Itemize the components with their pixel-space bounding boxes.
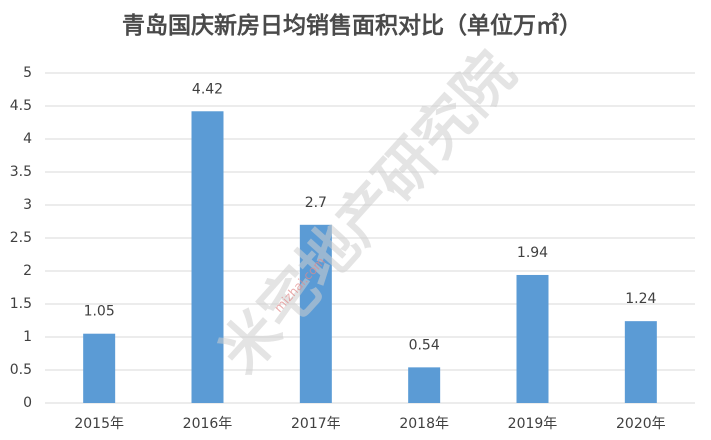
y-tick-label: 1.5 xyxy=(10,296,32,312)
data-label: 4.42 xyxy=(192,81,223,97)
data-label: 1.24 xyxy=(625,291,656,307)
bar xyxy=(191,111,224,403)
data-label: 1.05 xyxy=(84,304,115,320)
x-tick-label: 2018年 xyxy=(399,416,449,432)
bar xyxy=(299,224,332,403)
bar xyxy=(624,321,657,403)
x-tick-label: 2020年 xyxy=(616,416,666,432)
bar xyxy=(83,333,116,403)
y-tick-label: 4.5 xyxy=(10,98,32,114)
x-tick-label: 2015年 xyxy=(74,416,124,432)
y-tick-label: 0.5 xyxy=(10,362,32,378)
y-tick-label: 3 xyxy=(23,197,32,213)
plot-area: 0 0.5 1 1.5 2 2.5 3 3.5 4 4.5 5 2015年 1.05 2016年 4.42 2… xyxy=(10,65,695,432)
x-tick-label: 2019年 xyxy=(508,416,558,432)
y-tick-label: 0 xyxy=(23,395,32,411)
data-label: 2.7 xyxy=(305,195,327,211)
y-tick-label: 1 xyxy=(23,329,32,345)
bar xyxy=(516,274,549,403)
watermark: 米宅地产研究院 xyxy=(206,39,528,386)
chart-title: 青岛国庆新房日均销售面积对比（单位万㎡） xyxy=(122,12,582,39)
x-tick-label: 2017年 xyxy=(291,416,341,432)
bar xyxy=(408,367,441,403)
data-label: 1.94 xyxy=(517,245,548,261)
y-tick-label: 2.5 xyxy=(10,230,32,246)
y-tick-label: 3.5 xyxy=(10,164,32,180)
y-tick-label: 4 xyxy=(23,131,32,147)
y-tick-label: 5 xyxy=(23,65,32,81)
y-tick-label: 2 xyxy=(23,263,32,279)
data-label: 0.54 xyxy=(409,337,440,353)
x-tick-label: 2016年 xyxy=(183,416,233,432)
